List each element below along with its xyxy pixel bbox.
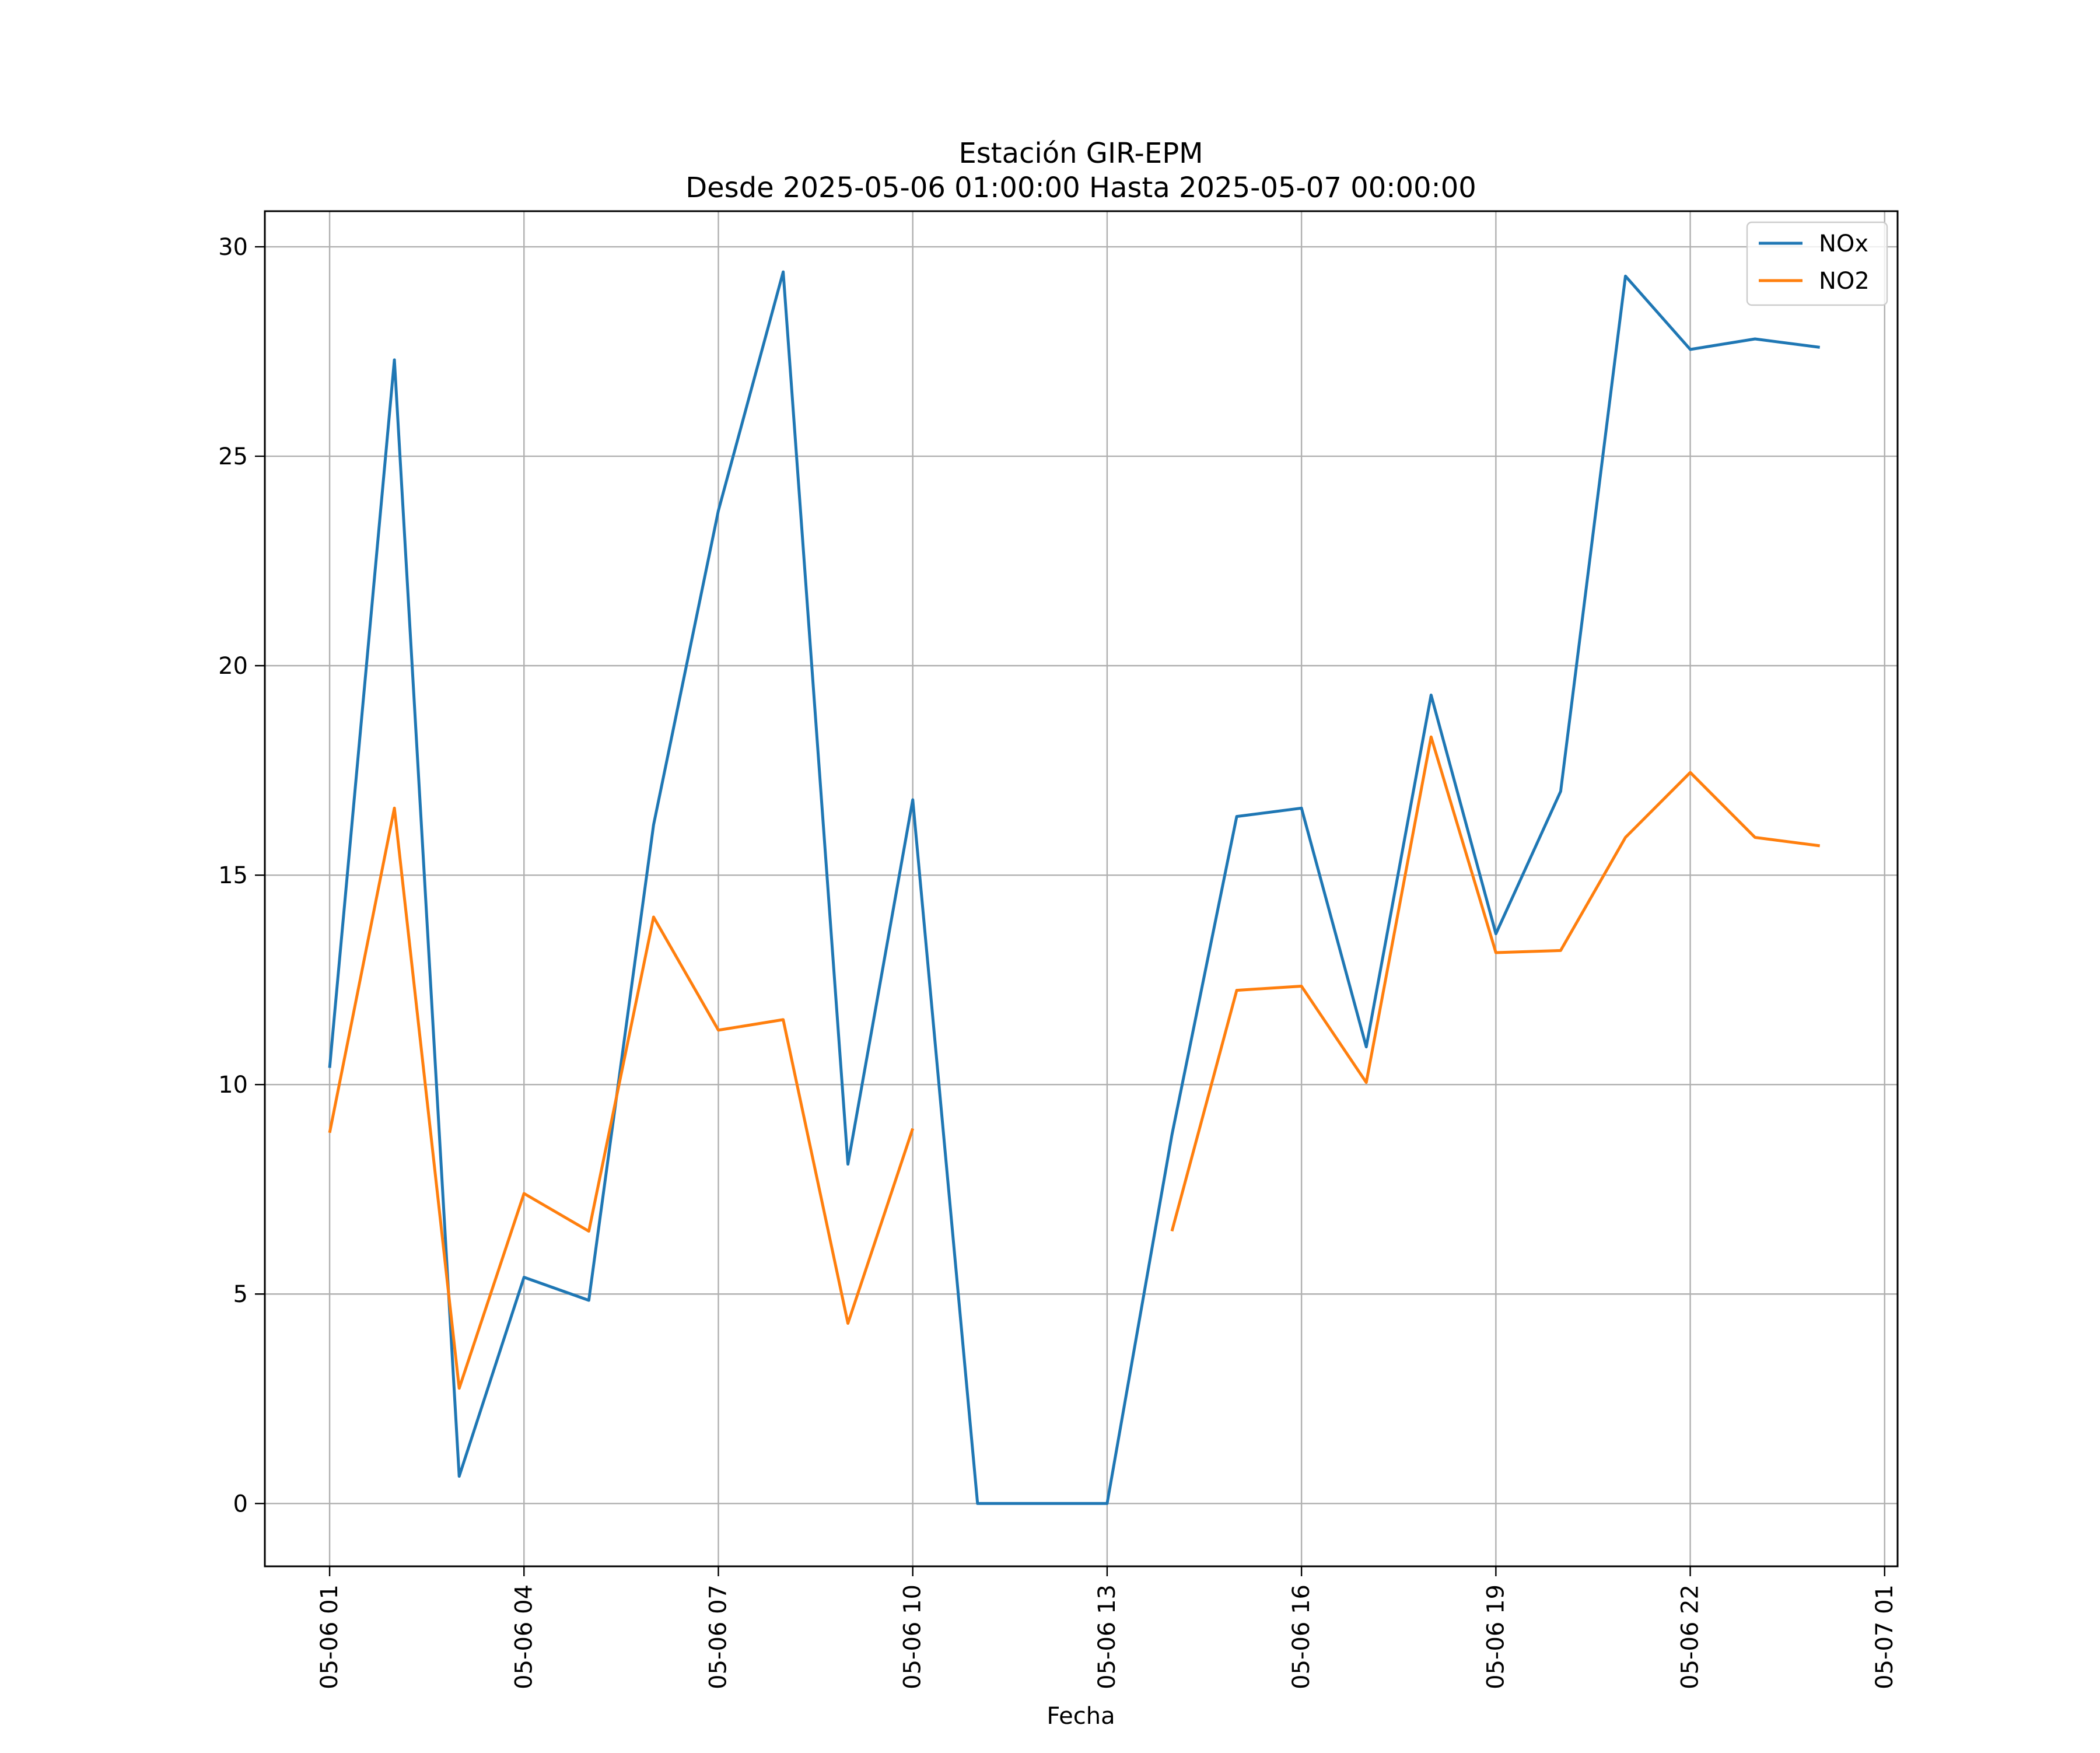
x-tick-label: 05-06 22 bbox=[1677, 1584, 1704, 1689]
x-tick-label: 05-07 01 bbox=[1871, 1584, 1898, 1689]
y-tick-label: 25 bbox=[218, 443, 248, 470]
y-tick-label: 0 bbox=[233, 1490, 248, 1517]
y-tick-label: 10 bbox=[218, 1072, 248, 1098]
series-line-no2 bbox=[328, 735, 1821, 1390]
y-tick-label: 20 bbox=[218, 653, 248, 680]
chart-title: Estación GIR-EPM bbox=[958, 137, 1203, 170]
legend: NOx NO2 bbox=[1746, 221, 1888, 306]
legend-label: NO2 bbox=[1819, 268, 1870, 295]
legend-label: NOx bbox=[1819, 230, 1868, 257]
x-tick-label: 05-06 13 bbox=[1094, 1584, 1121, 1689]
series-lines bbox=[328, 270, 1821, 1505]
x-tick-label: 05-06 10 bbox=[900, 1584, 926, 1689]
y-tick-label: 5 bbox=[233, 1281, 248, 1308]
y-tick-label: 15 bbox=[218, 862, 248, 889]
x-tick-label: 05-06 16 bbox=[1288, 1584, 1315, 1689]
x-tick-label: 05-06 07 bbox=[705, 1584, 732, 1689]
x-axis-label: Fecha bbox=[1046, 1703, 1115, 1730]
plot-frame bbox=[264, 210, 1899, 1567]
series-line-nox bbox=[328, 270, 1821, 1505]
axes: 05-06 01 05-06 04 05-06 07 05-06 10 05-06 13… bbox=[218, 234, 1898, 1689]
x-tick-label: 05-06 19 bbox=[1482, 1584, 1509, 1689]
y-tick-label: 30 bbox=[218, 234, 248, 261]
x-tick-label: 05-06 04 bbox=[510, 1584, 537, 1689]
chart-subtitle: Desde 2025-05-06 01:00:00 Hasta 2025-05-… bbox=[685, 172, 1476, 204]
x-tick-label: 05-06 01 bbox=[316, 1584, 343, 1689]
